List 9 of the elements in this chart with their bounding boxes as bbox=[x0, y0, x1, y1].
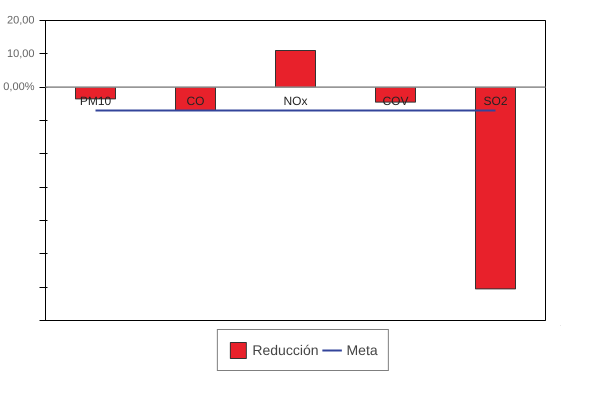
x-tick-label: NOx bbox=[284, 94, 308, 108]
y-tick-label: 10,00 bbox=[6, 48, 35, 60]
legend-label: Reducción bbox=[252, 342, 319, 358]
y-tick-label: 20,00 bbox=[6, 14, 35, 26]
y-tick-label: 0,00% bbox=[3, 81, 35, 94]
x-tick-label: COV bbox=[382, 94, 409, 108]
x-tick-label: CO bbox=[186, 94, 204, 108]
x-tick-label: SO2 bbox=[483, 94, 508, 108]
legend-label: Meta bbox=[346, 342, 378, 358]
